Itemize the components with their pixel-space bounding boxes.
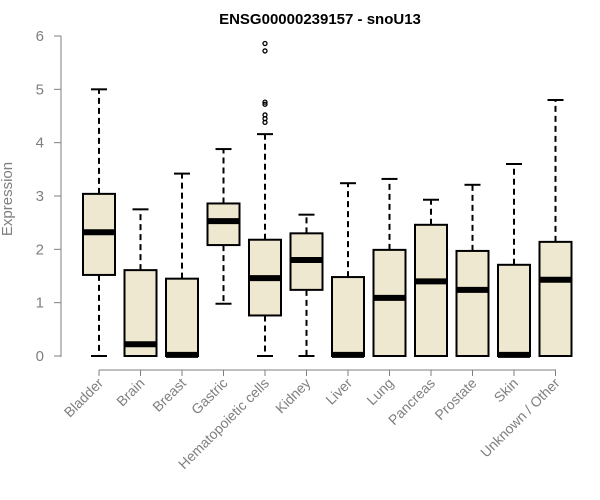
outlier-point bbox=[262, 40, 268, 47]
iqr-box bbox=[538, 240, 573, 357]
iqr-box bbox=[165, 277, 199, 357]
box-unknown-other bbox=[538, 99, 573, 357]
iqr-box bbox=[455, 249, 490, 357]
y-tick-label: 0 bbox=[36, 348, 44, 365]
x-tick-label: Kidney bbox=[272, 375, 314, 417]
box-kidney bbox=[289, 213, 324, 357]
y-tick-label: 1 bbox=[36, 295, 44, 312]
x-tick-label: Brain bbox=[113, 375, 147, 409]
iqr-box bbox=[497, 263, 531, 357]
x-tick-label: Breast bbox=[149, 375, 189, 415]
box-hematopoietic-cells bbox=[248, 40, 282, 357]
y-tick-label: 3 bbox=[36, 188, 44, 205]
x-tick-label: Bladder bbox=[61, 375, 107, 421]
x-tick-label: Liver bbox=[322, 375, 355, 408]
outlier-point bbox=[262, 112, 268, 118]
x-tick-label: Prostate bbox=[431, 375, 479, 423]
box-skin bbox=[497, 163, 531, 358]
x-tick-label: Lung bbox=[363, 375, 396, 408]
box-liver bbox=[331, 182, 365, 358]
box-lung bbox=[372, 177, 407, 357]
outlier-point bbox=[262, 99, 268, 105]
x-tick-label: Unknown / Other bbox=[477, 375, 563, 461]
box-breast bbox=[165, 172, 199, 358]
outlier-point bbox=[262, 101, 268, 107]
boxes-group bbox=[82, 40, 573, 358]
y-axis-title: Expression bbox=[0, 162, 16, 236]
box-prostate bbox=[455, 183, 490, 357]
chart-title: ENSG00000239157 - snoU13 bbox=[219, 11, 421, 28]
outlier-point bbox=[262, 48, 268, 54]
iqr-box bbox=[331, 276, 365, 358]
y-tick-label: 6 bbox=[36, 28, 44, 45]
box-bladder bbox=[82, 88, 116, 357]
box-brain bbox=[123, 208, 158, 357]
y-tick-label: 2 bbox=[36, 241, 44, 258]
y-tick-label: 5 bbox=[36, 81, 44, 98]
iqr-box bbox=[372, 248, 407, 357]
x-tick-label: Skin bbox=[491, 375, 522, 406]
y-tick-label: 4 bbox=[36, 135, 44, 152]
box-pancreas bbox=[414, 198, 448, 357]
box-gastric bbox=[206, 148, 241, 305]
y-axis-ticks: 0 1 2 3 4 5 6 bbox=[36, 28, 61, 365]
iqr-box bbox=[206, 202, 241, 247]
iqr-box bbox=[414, 223, 448, 357]
